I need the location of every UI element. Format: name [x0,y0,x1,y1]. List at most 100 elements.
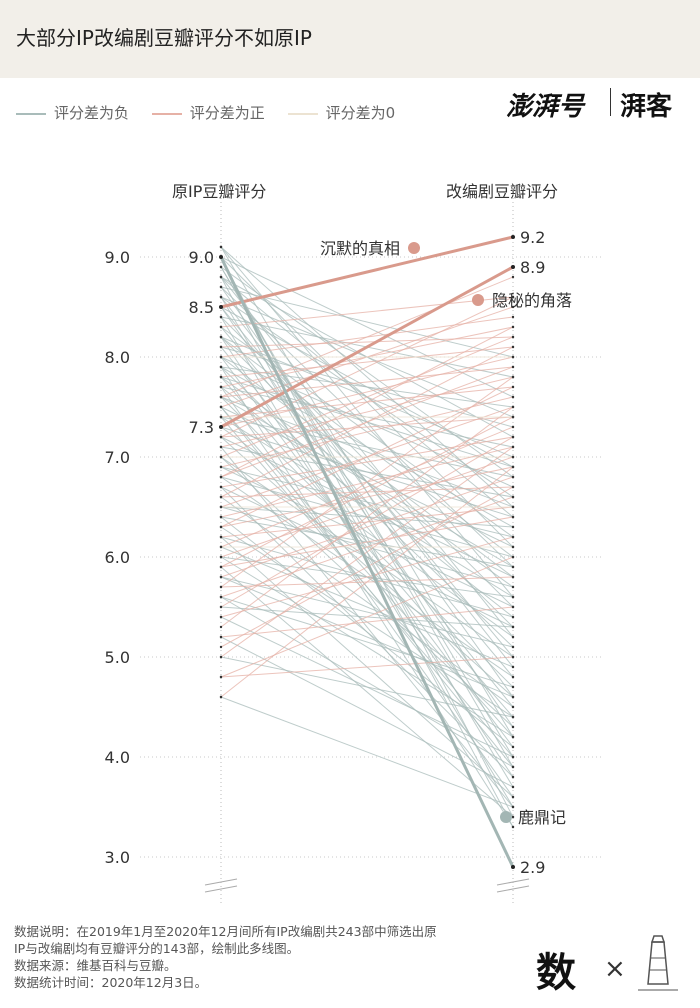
y-tick-label: 7.0 [105,448,130,467]
left-point [219,435,223,439]
brand-column: 湃客 [620,92,673,122]
axis-break-mark [204,885,238,893]
right-point [511,435,515,439]
right-point [511,345,515,349]
lighthouse-icon [638,935,678,991]
highlight-right-point [511,865,515,869]
right-point [511,635,515,639]
left-point [219,545,223,549]
series-line [220,356,514,428]
series-line [220,536,514,618]
series-line [220,366,514,408]
axis-break-mark [496,878,530,886]
left-point [219,295,223,299]
right-point [511,475,515,479]
series-line [220,436,514,488]
left-point [219,675,223,679]
footnote: 数据说明：在2019年1月至2020年12月间所有IP改编剧共243部中筛选出原… [14,923,484,991]
series-line [220,416,514,568]
left-point [219,585,223,589]
right-point [511,745,515,749]
left-point [219,595,223,599]
highlight-line [220,235,514,309]
highlight-right-point [511,235,515,239]
series-line [220,286,514,358]
highlight-line [220,265,514,429]
series-line [220,366,514,828]
footnote-source: 数据来源：维基百科与豆瓣。 [14,958,177,973]
right-point [511,805,515,809]
left-point [219,615,223,619]
right-point [511,645,515,649]
left-point [219,565,223,569]
footnote-line-2: IP与改编剧均有豆瓣评分的143部，绘制此多线图。 [14,941,300,956]
highlight-to-label: 8.9 [520,258,545,277]
times-icon: × [604,954,626,984]
right-point [511,355,515,359]
left-point [219,555,223,559]
left-point [219,605,223,609]
right-point [511,385,515,389]
series-line [220,476,514,578]
left-point [219,485,223,489]
highlight-from-label: 8.5 [189,298,214,317]
series-line [220,466,514,528]
axis-break-mark [496,885,530,893]
right-point [511,275,515,279]
legend-item-positive: 评分差为正 [151,102,265,123]
right-point [511,515,515,519]
right-point [511,705,515,709]
y-tick-label: 9.0 [105,248,130,267]
left-point [219,505,223,509]
right-point [511,335,515,339]
series-line [220,376,514,448]
legend-label-zero: 评分差为0 [325,104,396,122]
highlight-name-dot [408,242,420,254]
right-point [511,725,515,729]
right-point [511,415,515,419]
axis-break-mark [204,878,238,886]
legend-swatch-zero [287,112,318,115]
right-point [511,785,515,789]
series-line [220,596,514,688]
right-point [511,445,515,449]
right-point [511,815,515,819]
right-point [511,715,515,719]
series-line [220,336,514,348]
series-line [220,696,514,808]
series-line [220,516,514,748]
series-line [220,276,514,398]
left-point [219,655,223,659]
right-point [511,625,515,629]
right-point [511,315,515,319]
series-line [220,576,514,648]
right-point [511,425,515,429]
series-line [220,276,514,828]
left-point [219,515,223,519]
left-point [219,535,223,539]
series-line [220,296,514,328]
footnote-line-1: 数据说明：在2019年1月至2020年12月间所有IP改编剧共243部中筛选出原 [14,924,437,939]
right-point [511,455,515,459]
right-point [511,305,515,309]
highlight-to-label: 2.9 [520,858,545,877]
left-point [219,645,223,649]
left-point [219,445,223,449]
brand-logo: 澎湃号 [506,92,585,122]
right-point [511,605,515,609]
legend-label-negative: 评分差为负 [54,104,130,122]
series-line [220,296,514,438]
header-bar: 大部分IP改编剧豆瓣评分不如原IP [0,0,700,78]
right-point [511,775,515,779]
highlight-left-point [219,255,223,259]
left-point [219,695,223,699]
series-line [220,326,514,478]
legend-item-negative: 评分差为负 [16,102,129,123]
left-point [219,345,223,349]
right-point [511,735,515,739]
right-point [511,655,515,659]
left-point [219,395,223,399]
highlight-name-label: 鹿鼎记 [518,808,566,827]
left-point [219,525,223,529]
